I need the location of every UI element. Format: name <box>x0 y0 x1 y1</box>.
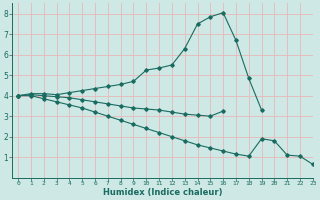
X-axis label: Humidex (Indice chaleur): Humidex (Indice chaleur) <box>102 188 222 197</box>
